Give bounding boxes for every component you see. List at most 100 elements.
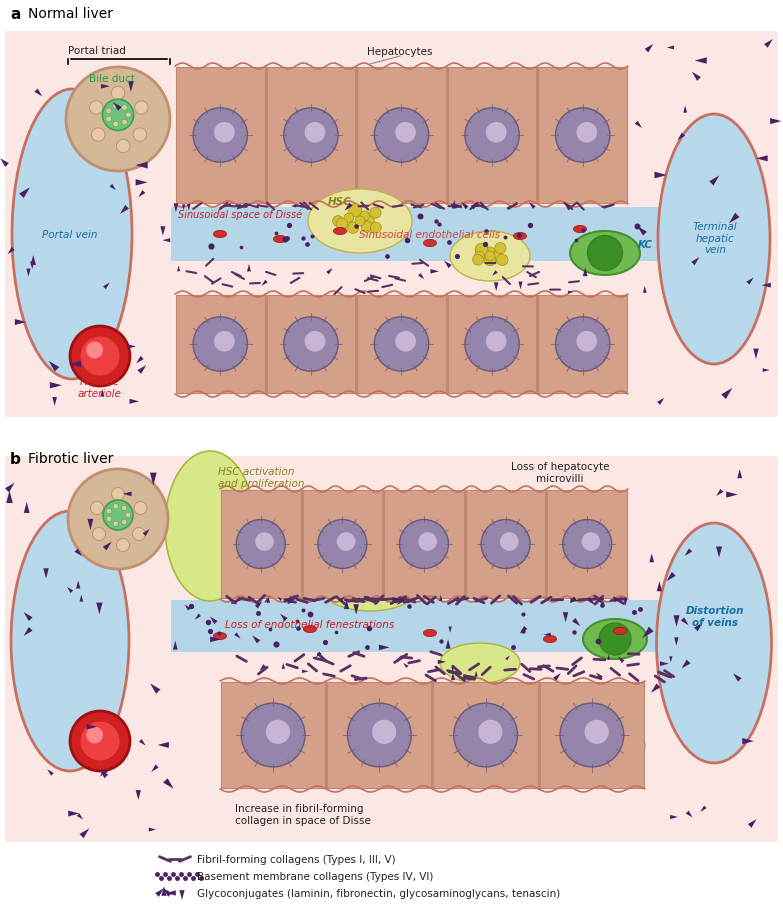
Polygon shape (69, 362, 81, 367)
Polygon shape (163, 778, 174, 789)
Polygon shape (149, 828, 156, 832)
Circle shape (103, 500, 133, 530)
Polygon shape (302, 670, 309, 673)
Polygon shape (753, 349, 759, 360)
Circle shape (89, 102, 103, 115)
Bar (434, 682, 538, 788)
Polygon shape (596, 672, 603, 680)
Polygon shape (77, 814, 83, 820)
Circle shape (92, 527, 106, 541)
Polygon shape (100, 390, 104, 397)
Polygon shape (50, 383, 62, 389)
Polygon shape (255, 601, 262, 609)
Circle shape (599, 623, 631, 655)
Polygon shape (99, 770, 108, 778)
Polygon shape (20, 188, 30, 199)
Polygon shape (31, 256, 36, 266)
Circle shape (132, 527, 146, 541)
Text: Terminal
hepatic
vein: Terminal hepatic vein (693, 221, 738, 255)
Polygon shape (187, 205, 190, 211)
Circle shape (344, 214, 354, 223)
Circle shape (372, 720, 396, 744)
Polygon shape (518, 282, 522, 290)
Ellipse shape (214, 633, 226, 640)
Polygon shape (163, 888, 171, 896)
Polygon shape (770, 119, 781, 125)
Circle shape (125, 113, 132, 118)
Polygon shape (76, 580, 81, 589)
Polygon shape (614, 599, 622, 602)
Polygon shape (403, 663, 409, 669)
Circle shape (370, 208, 381, 219)
Text: Distortion
of veins: Distortion of veins (686, 606, 745, 627)
Ellipse shape (570, 231, 640, 276)
Ellipse shape (424, 630, 437, 637)
Circle shape (86, 727, 103, 743)
Text: HSC: HSC (328, 197, 352, 207)
Polygon shape (101, 85, 110, 89)
Polygon shape (52, 397, 57, 406)
Polygon shape (635, 121, 642, 128)
Polygon shape (474, 670, 478, 677)
Circle shape (348, 703, 411, 767)
FancyBboxPatch shape (171, 208, 669, 261)
Circle shape (111, 87, 124, 100)
Polygon shape (143, 529, 150, 537)
Ellipse shape (656, 524, 771, 763)
Polygon shape (15, 320, 27, 326)
Circle shape (337, 533, 355, 551)
Polygon shape (691, 258, 699, 266)
Polygon shape (637, 227, 647, 236)
Polygon shape (128, 82, 134, 93)
Bar (539, 296, 627, 394)
Polygon shape (657, 581, 662, 591)
Polygon shape (520, 626, 528, 634)
Polygon shape (174, 204, 179, 213)
Polygon shape (692, 73, 701, 82)
Polygon shape (139, 739, 146, 746)
Circle shape (133, 128, 146, 142)
Polygon shape (642, 627, 654, 639)
Circle shape (555, 108, 610, 163)
Polygon shape (151, 764, 159, 773)
Circle shape (135, 102, 148, 115)
Polygon shape (738, 470, 742, 478)
Polygon shape (608, 654, 610, 660)
Ellipse shape (11, 511, 129, 771)
Polygon shape (23, 612, 33, 621)
Polygon shape (684, 107, 687, 114)
Circle shape (348, 223, 359, 234)
Ellipse shape (575, 722, 645, 771)
Circle shape (70, 327, 130, 386)
Bar (266, 68, 355, 204)
Polygon shape (471, 202, 478, 210)
Polygon shape (43, 568, 49, 578)
Circle shape (106, 117, 111, 123)
Polygon shape (618, 657, 625, 663)
Polygon shape (173, 640, 178, 650)
FancyBboxPatch shape (171, 600, 669, 652)
Polygon shape (288, 596, 292, 603)
Polygon shape (660, 661, 669, 666)
Polygon shape (123, 492, 132, 496)
Circle shape (121, 519, 127, 526)
Ellipse shape (303, 626, 316, 633)
Circle shape (576, 332, 597, 353)
Bar (327, 682, 431, 788)
Polygon shape (166, 890, 176, 896)
Polygon shape (68, 811, 79, 816)
Polygon shape (684, 548, 692, 557)
Polygon shape (543, 633, 550, 637)
Polygon shape (673, 616, 680, 627)
Text: Bile duct: Bile duct (89, 74, 135, 84)
Polygon shape (113, 103, 121, 112)
Polygon shape (438, 660, 446, 664)
Polygon shape (139, 190, 146, 198)
Circle shape (355, 217, 365, 227)
Polygon shape (185, 605, 191, 611)
Polygon shape (353, 605, 359, 615)
Polygon shape (210, 637, 221, 642)
Ellipse shape (12, 90, 132, 380)
Polygon shape (666, 572, 676, 581)
Polygon shape (87, 724, 97, 730)
